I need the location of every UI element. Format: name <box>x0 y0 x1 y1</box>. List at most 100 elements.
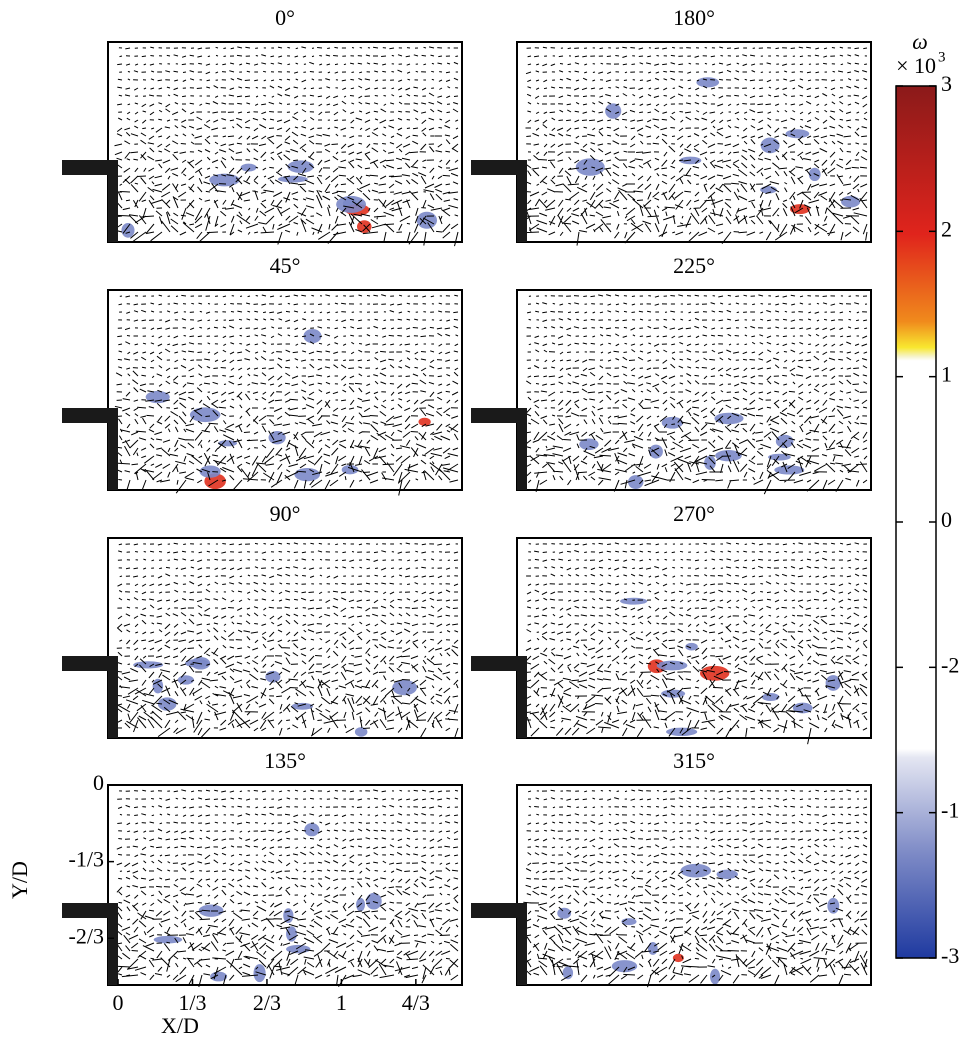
vector-field <box>111 294 459 496</box>
y-tick-label: -1/3 <box>69 847 104 872</box>
vorticity-patch <box>661 416 683 429</box>
vector-field <box>520 294 868 495</box>
vorticity-patch <box>354 727 368 737</box>
x-tick-label: 2/3 <box>253 990 281 1015</box>
vorticity-patch <box>562 966 574 980</box>
panel-frame <box>107 784 463 986</box>
panel-title: 180° <box>673 5 715 30</box>
colorbar-label: ω <box>912 29 928 54</box>
panel-title: 135° <box>264 748 306 773</box>
vorticity-patch <box>761 693 780 702</box>
wall <box>108 408 118 490</box>
panel-frame <box>107 289 463 491</box>
vorticity-patch <box>627 475 644 489</box>
vorticity-patch <box>291 702 314 710</box>
vorticity-patch <box>699 665 730 681</box>
vorticity-patch <box>418 417 431 426</box>
panel-frame <box>516 289 872 491</box>
vector-field <box>110 542 459 739</box>
vector-field <box>107 789 459 988</box>
vorticity-patch <box>121 222 135 238</box>
y-tick-label: -2/3 <box>69 923 104 948</box>
vorticity-patch <box>392 679 417 696</box>
vorticity-patch <box>199 465 221 478</box>
vorticity-patch <box>716 869 738 880</box>
vorticity-patch <box>286 944 311 954</box>
vorticity-patch <box>575 158 605 176</box>
panel-frame <box>107 41 463 243</box>
vorticity-patch <box>685 642 698 651</box>
vorticity-patch <box>209 173 240 187</box>
vorticity-patch <box>277 175 308 183</box>
vorticity-patch <box>768 453 791 461</box>
jet-plate <box>62 903 118 918</box>
jet-plate <box>471 656 527 671</box>
jet-plate <box>62 160 118 175</box>
vorticity-patch <box>294 467 321 482</box>
panel-frame <box>107 537 463 739</box>
vorticity-patch <box>672 953 684 963</box>
vector-field <box>519 46 868 246</box>
vorticity-patch <box>785 129 810 139</box>
panel-title: 45° <box>270 253 301 278</box>
colorbar-tick-label: -2 <box>941 652 959 677</box>
colorbar-multiplier: × 10 <box>896 53 936 78</box>
vorticity-patch <box>240 163 257 172</box>
vorticity-patch <box>661 689 686 698</box>
jet-plate <box>471 408 527 423</box>
vorticity-patch <box>774 465 805 475</box>
vector-field <box>519 789 868 988</box>
panel-title: 270° <box>673 501 715 526</box>
vorticity-patch <box>704 455 716 470</box>
wall <box>108 656 118 738</box>
vorticity-patch <box>714 412 744 425</box>
vorticity-patch <box>152 678 164 694</box>
jet-plate <box>471 903 527 918</box>
vorticity-patch <box>647 942 658 955</box>
wall <box>517 160 527 242</box>
vorticity-patch <box>605 103 622 119</box>
vorticity-patch <box>287 160 314 173</box>
y-tick-label: 0 <box>93 770 104 795</box>
jet-plate <box>62 656 118 671</box>
vorticity-patch <box>790 204 810 215</box>
panel-title: 0° <box>275 5 295 30</box>
x-tick-label: 1/3 <box>178 990 206 1015</box>
x-tick-label: 4/3 <box>402 990 430 1015</box>
colorbar-exponent: 3 <box>938 49 946 65</box>
vorticity-patch <box>336 195 367 213</box>
wall <box>517 903 527 985</box>
vorticity-patch <box>648 444 663 459</box>
colorbar-tick-label: -3 <box>941 943 959 968</box>
panel-title: 90° <box>270 501 301 526</box>
vorticity-patch <box>153 935 183 944</box>
vorticity-patch <box>827 897 840 914</box>
colorbar-tick-label: 1 <box>941 362 952 387</box>
wall <box>108 903 118 985</box>
colorbar-tick-label: 2 <box>941 216 952 241</box>
colorbar-tick-label: 3 <box>941 71 952 96</box>
vorticity-patch <box>680 863 712 878</box>
panel-frame <box>516 784 872 986</box>
vorticity-patch <box>303 328 322 344</box>
wall <box>517 408 527 490</box>
vorticity-patch <box>268 430 286 445</box>
x-axis-label: X/D <box>161 1013 199 1038</box>
vorticity-patch <box>145 390 170 404</box>
vorticity-patch <box>841 195 861 208</box>
x-tick-label: 1 <box>336 990 347 1015</box>
vorticity-patch <box>696 77 720 88</box>
vorticity-patch <box>157 697 177 711</box>
vector-field <box>109 46 459 247</box>
vorticity-patch <box>365 892 382 910</box>
vorticity-patch <box>710 968 721 985</box>
panel-title: 315° <box>673 748 715 773</box>
colorbar-tick-label: -1 <box>941 798 959 823</box>
jet-plate <box>471 160 527 175</box>
y-axis-label: Y/D <box>7 861 32 899</box>
panel-title: 225° <box>673 253 715 278</box>
colorbar-tick-label: 0 <box>941 507 952 532</box>
wall <box>108 160 118 242</box>
panel-frame <box>516 537 872 739</box>
